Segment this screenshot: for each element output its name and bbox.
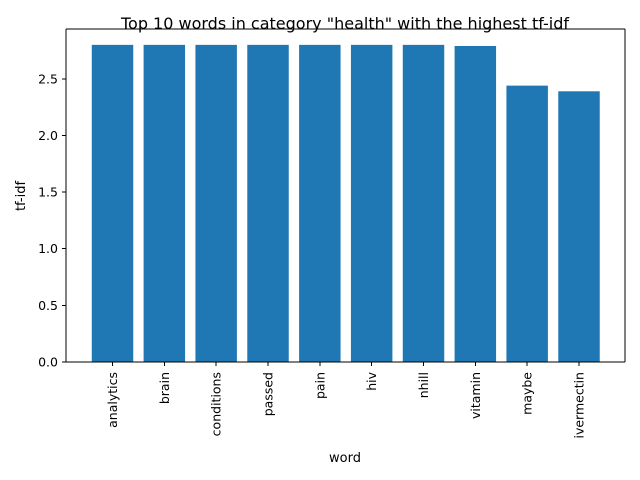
x-tick-label: hiv bbox=[364, 371, 379, 390]
x-axis-label: word bbox=[329, 451, 361, 466]
bar-ivermectin bbox=[558, 91, 600, 363]
y-tick-label: 0.5 bbox=[38, 298, 58, 313]
x-axis-ticks: analytics brain conditions passed pain hiv nhi… bbox=[105, 362, 587, 439]
bar-brain bbox=[143, 44, 186, 363]
bar-hiv bbox=[350, 44, 393, 363]
y-axis-ticks: 0.0 0.5 1.0 1.5 2.0 2.5 bbox=[38, 71, 66, 370]
bar-maybe bbox=[506, 85, 548, 362]
bar-conditions bbox=[195, 44, 237, 363]
bar-nhill bbox=[402, 44, 445, 363]
x-tick-label: nhill bbox=[416, 372, 431, 398]
bars-group bbox=[91, 44, 600, 363]
bar-pain bbox=[299, 44, 341, 363]
x-tick-label: conditions bbox=[209, 372, 224, 436]
bar-analytics bbox=[91, 44, 134, 363]
chart-title: Top 10 words in category "health" with t… bbox=[120, 14, 569, 33]
x-tick-label: vitamin bbox=[468, 372, 483, 419]
x-tick-label: passed bbox=[261, 372, 276, 416]
bar-passed bbox=[247, 44, 289, 363]
y-axis-label: tf-idf bbox=[14, 181, 29, 212]
x-tick-label: maybe bbox=[520, 372, 535, 415]
y-tick-label: 0.0 bbox=[38, 355, 58, 370]
bar-vitamin bbox=[454, 45, 497, 363]
x-tick-label: pain bbox=[312, 372, 327, 399]
y-tick-label: 1.5 bbox=[38, 185, 58, 200]
y-tick-label: 2.5 bbox=[38, 71, 58, 86]
x-tick-label: analytics bbox=[105, 372, 120, 428]
x-tick-label: ivermectin bbox=[572, 372, 587, 439]
x-tick-label: brain bbox=[157, 372, 172, 404]
y-tick-label: 2.0 bbox=[38, 128, 58, 143]
y-tick-label: 1.0 bbox=[38, 241, 58, 256]
